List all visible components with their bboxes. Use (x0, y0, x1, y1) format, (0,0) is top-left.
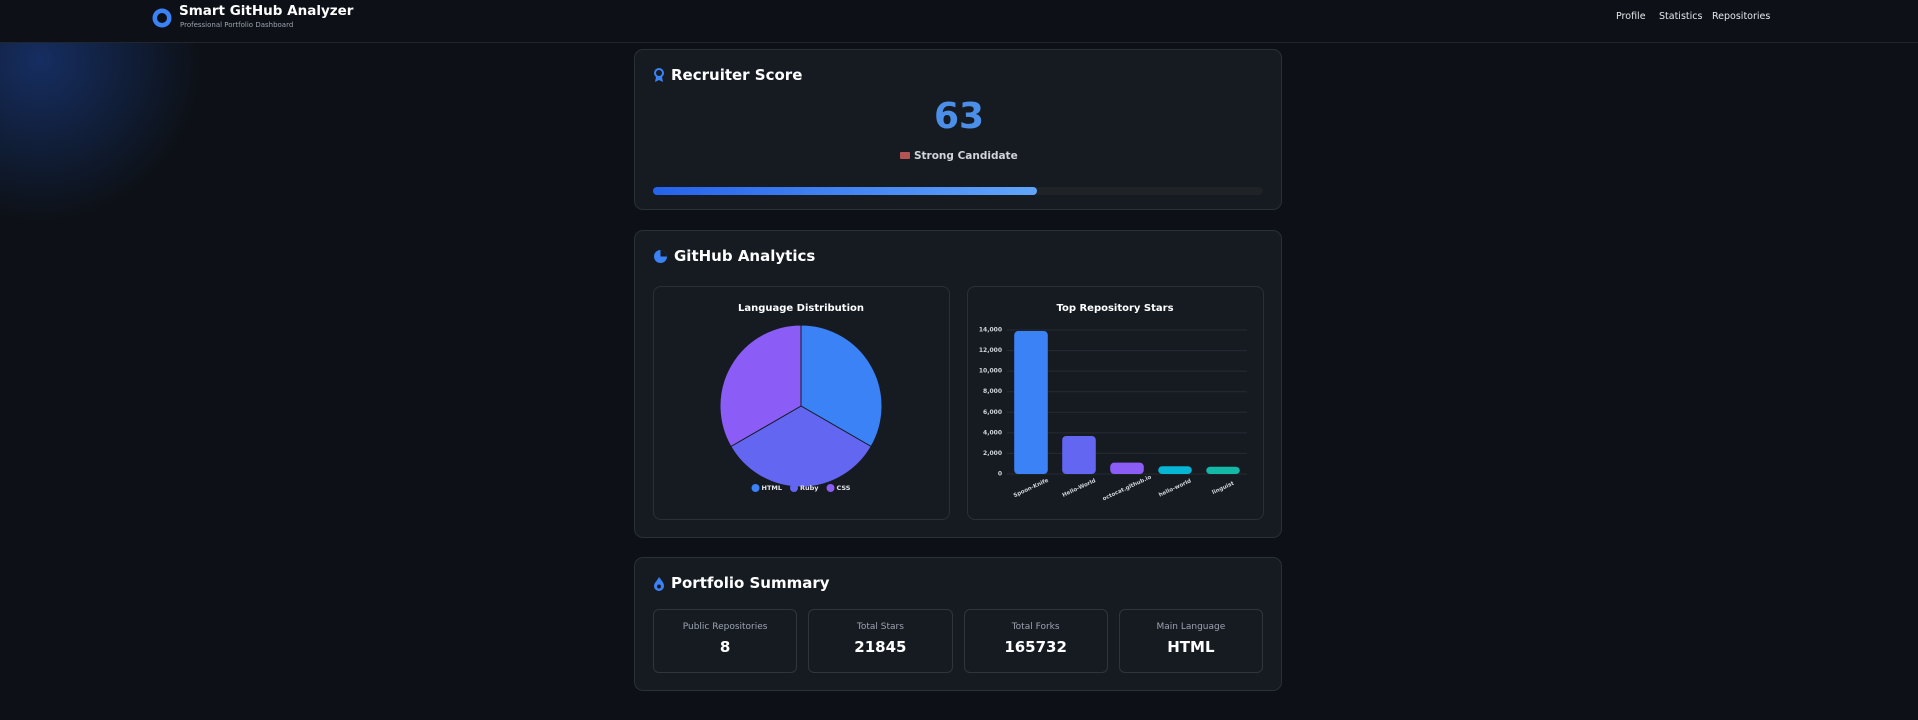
y-tick-label: 2,000 (983, 450, 1002, 457)
nav-link[interactable]: Statistics (1659, 11, 1703, 22)
chart-title: Top Repository Stars (1056, 303, 1173, 314)
y-tick-label: 4,000 (983, 429, 1002, 436)
legend-swatch (789, 484, 798, 492)
stat-label: Public Repositories (682, 622, 768, 632)
score: 63 (933, 96, 985, 137)
bar-chart: Top Repository Stars 0 2,000 4,000 6,000 8,00… (979, 303, 1247, 502)
summary-card: Portfolio Summary Public Repositories 8 To… (634, 557, 1282, 691)
icon (654, 67, 664, 82)
pie-slice (730, 405, 872, 488)
stat-label: Total Stars (856, 622, 904, 632)
card-title: Portfolio Summary (671, 574, 830, 592)
nav-link[interactable]: Repositories (1712, 11, 1771, 22)
legend-label: CSS (837, 484, 851, 492)
y-tick-label: 0 (998, 471, 1002, 478)
bar (1062, 435, 1096, 474)
top-bar: Smart GitHub Analyzer Professional Portf… (0, 0, 1918, 43)
x-tick-label: hello-worId (1158, 478, 1192, 498)
progress-track (653, 187, 1263, 195)
bar (1110, 462, 1144, 474)
app-title: Smart GitHub Analyzer (179, 3, 354, 19)
pie-chart: Language Distribution HTML Ruby CSS (719, 303, 883, 492)
bar (1158, 466, 1192, 474)
stat-box: Total Forks 165732 (963, 609, 1108, 673)
score-label: Strong Candidate (913, 150, 1018, 162)
recruiter-card: Recruiter Score 63 Strong Candidate (634, 49, 1282, 210)
icon (654, 249, 667, 263)
x-tick-label: octocat.github.io (1102, 474, 1153, 502)
x-tick-label: Hello-World (1062, 478, 1097, 499)
x-tick-label: linguist (1211, 481, 1235, 496)
legend-label: HTML (762, 484, 782, 492)
legend-swatch (751, 484, 760, 492)
stat-label: Total Forks (1011, 622, 1060, 632)
stat-box: Total Stars 21845 (808, 609, 953, 673)
stat-value: 165732 (1004, 638, 1067, 656)
card-header: Portfolio Summary (653, 574, 830, 592)
chart-title: Language Distribution (738, 303, 864, 314)
stat-box: Main Language HTML (1118, 609, 1263, 673)
stats-grid: Public Repositories 8 Total Stars 21845 Tota… (653, 609, 1263, 673)
legend-label: Ruby (800, 484, 819, 492)
analytics-card: GitHub Analytics Language Distribution HT… (634, 230, 1282, 538)
card-title: GitHub Analytics (674, 247, 816, 265)
progress-fill (653, 187, 1038, 195)
legend-swatch (826, 484, 835, 492)
logo (152, 8, 172, 28)
chart-panel: Language Distribution HTML Ruby CSS (653, 286, 950, 520)
x-tick-label: Spoon-Knife (1013, 478, 1050, 500)
icon (654, 576, 664, 591)
score-badge: Strong Candidate (635, 150, 1283, 162)
stat-box: Public Repositories 8 (653, 609, 798, 673)
y-tick-label: 6,000 (983, 409, 1002, 416)
stat-value: HTML (1167, 638, 1215, 656)
bar (1206, 466, 1240, 474)
stat-label: Main Language (1156, 622, 1226, 632)
nav-link[interactable]: Profile (1616, 11, 1646, 22)
card-title: Recruiter Score (671, 66, 803, 84)
pie-slice (719, 324, 802, 448)
card-header: GitHub Analytics (653, 247, 815, 265)
app-subtitle: Professional Portfolio Dashboard (180, 21, 294, 29)
card-header: Recruiter Score (653, 66, 802, 84)
stat-value: 8 (719, 638, 731, 656)
y-tick-label: 14,000 (979, 327, 1002, 334)
chart-panel: Top Repository Stars 0 2,000 4,000 6,000 8,00… (967, 286, 1264, 520)
bar (1014, 331, 1048, 474)
pie-slice (800, 324, 883, 448)
y-tick-label: 8,000 (983, 388, 1002, 395)
icon (900, 152, 911, 159)
stat-value: 21845 (854, 638, 907, 656)
y-tick-label: 12,000 (979, 347, 1002, 354)
y-tick-label: 10,000 (979, 368, 1002, 375)
